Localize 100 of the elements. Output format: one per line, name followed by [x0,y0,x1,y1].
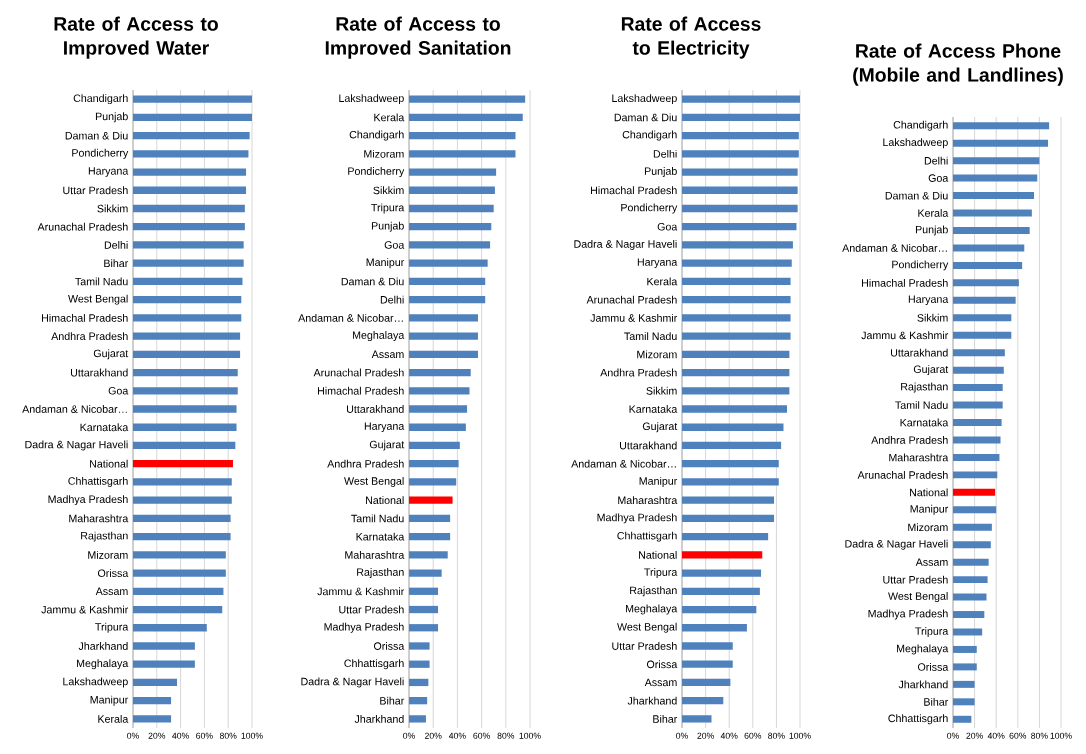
bar [409,113,523,121]
bar [953,331,1012,339]
y-tick-label: Pondicherry [892,260,949,271]
y-tick-label: Daman & Diu [614,113,677,122]
bar [953,384,1003,392]
bar [409,295,486,304]
bar [682,697,724,705]
y-tick-label: Chhattisgarh [888,714,948,725]
y-tick-label: Himachal Pradesh [318,386,404,395]
bar [682,715,712,723]
bar [953,698,975,706]
y-tick-label: Madhya Pradesh [868,609,948,620]
x-tick-label: 0% [403,732,415,739]
bar [682,587,760,595]
y-tick-label: Karnataka [80,423,129,432]
x-tick-label: 80% [1031,732,1048,739]
x-tick-label: 40% [172,732,189,739]
y-tick-label: National [90,459,128,468]
x-tick-label: 0% [676,732,688,739]
y-tick-label: Madhya Pradesh [48,495,128,506]
bar [953,436,1001,444]
bar [133,131,250,140]
y-tick-label: Rajasthan [81,531,128,542]
x-tick-label: 100% [789,732,811,739]
y-tick-label: Chandigarh [349,130,404,141]
y-tick-label: Madhya Pradesh [324,622,404,633]
bar [682,223,797,231]
bar [953,506,997,514]
bar [409,551,448,559]
bar [133,223,245,231]
bar [133,496,232,504]
y-tick-label: Goa [928,174,949,182]
bar [682,113,801,121]
y-tick-label: Uttarakhand [620,441,677,450]
bar [133,277,243,286]
y-tick-label: Orissa [646,660,678,669]
y-tick-label: Tripura [915,627,949,637]
y-tick-label: Lakshadweep [63,677,128,688]
bar [409,405,468,413]
x-tick-label: 80% [768,732,785,739]
bar [953,593,987,601]
bar [682,569,762,577]
y-tick-label: Mizoram [364,149,404,158]
bar [133,624,207,632]
x-tick-label: 60% [196,732,213,739]
y-tick-label: Delhi [104,241,128,249]
y-tick-label: Jharkhand [78,642,128,650]
bar [953,611,985,619]
bar [953,349,1005,357]
bar [953,419,1002,426]
y-tick-label: West Bengal [68,294,128,305]
bar [682,241,793,249]
x-tick-label: 100% [1050,732,1072,739]
y-tick-label: Meghalaya [76,659,129,670]
bar [953,314,1012,322]
y-tick-label: Jammu & Kashmir [590,313,678,322]
y-tick-label: Delhi [924,156,948,165]
bar [133,350,241,358]
y-tick-label: Assam [915,558,948,566]
bar [953,192,1035,200]
bar [133,314,242,322]
y-tick-label: Assam [371,350,404,359]
x-tick-label: 100% [519,732,541,739]
y-tick-label: Haryana [364,422,405,433]
bar [953,209,1032,217]
bar [133,605,223,614]
y-tick-label: Daman & Diu [65,131,128,140]
y-tick-label: Pondicherry [348,167,405,178]
y-tick-label: Arunachal Pradesh [857,470,948,479]
bar [133,514,231,523]
y-tick-label: Bihar [653,714,678,723]
y-tick-label: Goa [384,241,405,249]
x-tick-label: 20% [424,732,442,739]
x-tick-label: 80% [219,732,237,739]
bar [409,277,486,286]
bar [409,241,491,249]
y-tick-label: Andhra Pradesh [327,459,404,468]
y-tick-label: Arunachal Pradesh [586,295,677,304]
y-tick-label: Arunachal Pradesh [313,368,404,377]
y-tick-label: Punjab [644,167,677,178]
bar [133,532,231,541]
y-tick-label: Andhra Pradesh [600,368,677,377]
bar [409,223,492,231]
y-tick-label: Andaman & Nicobar… [571,459,676,468]
bar [953,471,998,479]
y-tick-label: Maharashtra [345,550,405,559]
bar [682,478,779,486]
y-tick-label: Himachal Pradesh [862,278,948,287]
y-tick-label: Orissa [373,642,405,650]
y-tick-label: Chhattisgarh [344,659,404,670]
y-tick-label: Goa [108,387,129,395]
bar [682,131,799,140]
y-tick-label: Tripura [644,568,678,579]
y-tick-label: Dadra & Nagar Haveli [574,239,677,250]
bar [953,645,977,653]
bar [409,697,428,705]
chart-title: Rate of Access to Improved Water [54,16,218,59]
bar [682,678,731,687]
bar [409,642,430,650]
bar [953,541,991,549]
